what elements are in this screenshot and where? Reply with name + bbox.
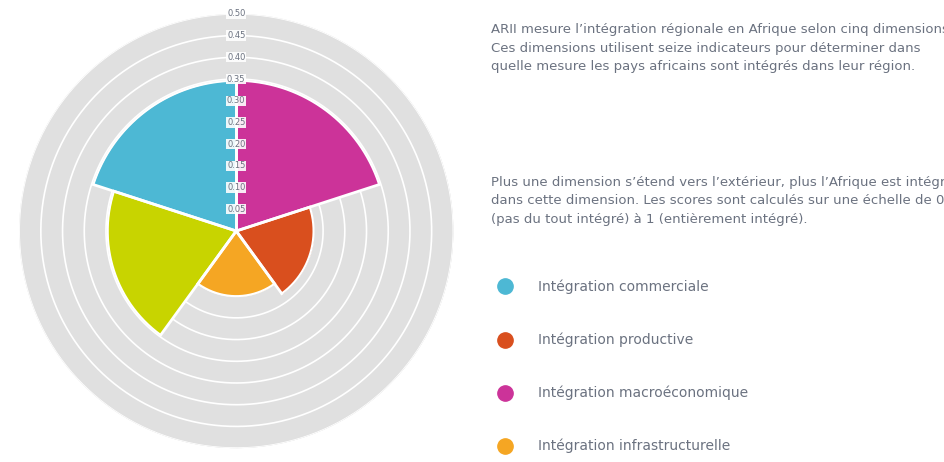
Text: 0.40: 0.40 xyxy=(227,53,245,62)
Text: 0.35: 0.35 xyxy=(227,74,245,84)
Text: Intégration commerciale: Intégration commerciale xyxy=(537,279,707,294)
Text: 0.25: 0.25 xyxy=(227,118,245,127)
Text: 0.15: 0.15 xyxy=(227,161,245,170)
Text: 0.50: 0.50 xyxy=(227,9,245,18)
Text: 0.10: 0.10 xyxy=(227,183,245,192)
Text: Intégration macroéconomique: Intégration macroéconomique xyxy=(537,385,747,400)
Text: Plus une dimension s’étend vers l’extérieur, plus l’Afrique est intégrée
dans ce: Plus une dimension s’étend vers l’extéri… xyxy=(491,176,944,225)
Text: 0.20: 0.20 xyxy=(227,140,245,149)
Text: 0.05: 0.05 xyxy=(227,205,245,214)
Text: Intégration productive: Intégration productive xyxy=(537,332,692,347)
Text: 0.30: 0.30 xyxy=(227,96,245,105)
Text: 0.45: 0.45 xyxy=(227,31,245,40)
Text: ARII mesure l’intégration régionale en Afrique selon cinq dimensions.
Ces dimens: ARII mesure l’intégration régionale en A… xyxy=(491,23,944,73)
Text: Intégration infrastructurelle: Intégration infrastructurelle xyxy=(537,438,729,453)
